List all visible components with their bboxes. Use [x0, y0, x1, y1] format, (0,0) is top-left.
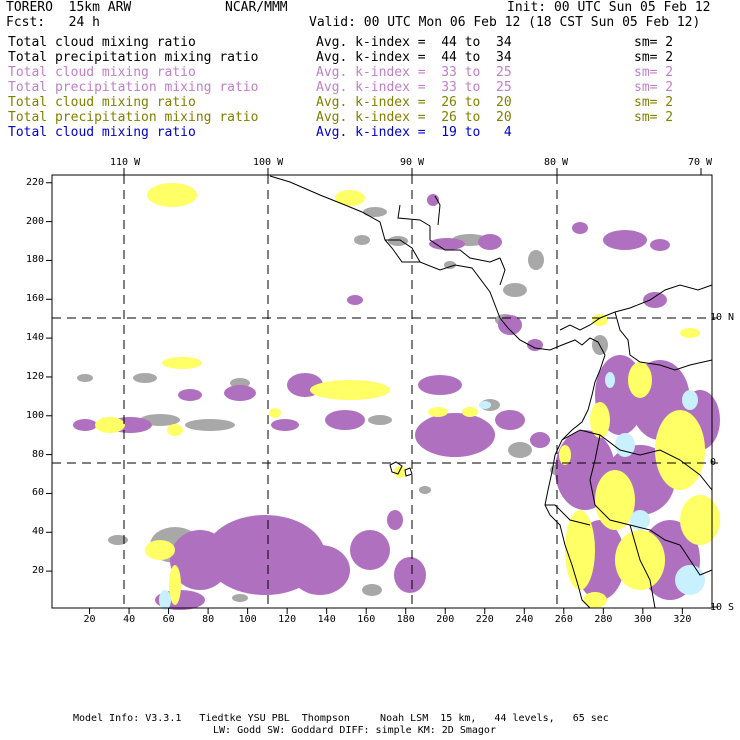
yellow-shading [95, 183, 720, 608]
right-ticks [712, 317, 718, 608]
lon-label: 90 W [400, 157, 425, 168]
graticule [52, 175, 712, 608]
model-info: Model Info: V3.3.1 Tiedtke YSU PBL Thomp… [73, 713, 609, 724]
legend-stat: Avg. k-index = 33 to 25 [316, 65, 512, 80]
plot-frame [51, 174, 713, 609]
x-tick-label: 220 [475, 614, 494, 625]
lat-label: 0 [710, 457, 717, 468]
y-tick-label: 120 [26, 370, 45, 382]
legend-field: Total precipitation mixing ratio [8, 50, 259, 65]
legend-sm: sm= 2 [634, 110, 674, 125]
lon-label: 70 W [688, 157, 713, 168]
x-tick-label: 120 [278, 614, 297, 625]
legend-stat: Avg. k-index = 26 to 20 [316, 95, 512, 110]
legend-field: Total precipitation mixing ratio [8, 80, 259, 95]
x-tick-label: 180 [396, 614, 415, 625]
org-title: NCAR/MMM [225, 0, 288, 15]
forecast-hour: Fcst: 24 h [6, 15, 100, 30]
y-tick-label: 200 [26, 215, 45, 227]
y-tick-label: 140 [26, 332, 45, 344]
legend-sm: sm= 2 [634, 95, 674, 110]
lon-label: 80 W [544, 157, 569, 168]
x-tick-label: 40 [123, 614, 136, 625]
y-tick-label: 40 [32, 526, 45, 538]
x-tick-label: 320 [673, 614, 692, 625]
valid-time: Valid: 00 UTC Mon 06 Feb 12 (18 CST Sun … [309, 15, 701, 30]
x-tick-label: 100 [238, 614, 257, 625]
y-tick-label: 80 [32, 448, 45, 460]
coastlines [269, 175, 713, 609]
legend-sm: sm= 2 [634, 50, 674, 65]
x-tick-label: 200 [436, 614, 455, 625]
x-tick-label: 240 [515, 614, 534, 625]
x-tick-label: 260 [554, 614, 573, 625]
legend-stat: Avg. k-index = 26 to 20 [316, 110, 512, 125]
cyan-shading [159, 372, 705, 610]
legend-field: Total cloud mixing ratio [8, 35, 196, 50]
model-title: TORERO 15km ARW [6, 0, 132, 15]
legend-stat: Avg. k-index = 44 to 34 [316, 35, 512, 50]
y-tick-label: 180 [26, 254, 45, 266]
y-axis-ticks [46, 182, 52, 572]
y-tick-label: 60 [32, 487, 45, 499]
x-tick-label: 160 [357, 614, 376, 625]
physics-info: LW: Godd SW: Goddard DIFF: simple KM: 2D… [213, 725, 496, 736]
top-ticks [123, 168, 702, 175]
init-time: Init: 00 UTC Sun 05 Feb 12 [507, 0, 711, 15]
lon-label: 110 W [110, 157, 141, 168]
legend-stat: Avg. k-index = 19 to 4 [316, 125, 512, 140]
y-tick-label: 220 [26, 176, 45, 188]
legend-sm: sm= 2 [634, 65, 674, 80]
x-tick-label: 300 [633, 614, 652, 625]
x-tick-label: 80 [202, 614, 215, 625]
legend-stat: Avg. k-index = 33 to 25 [316, 80, 512, 95]
legend-field: Total cloud mixing ratio [8, 65, 196, 80]
legend-field: Total precipitation mixing ratio [8, 110, 259, 125]
y-tick-label: 100 [26, 409, 45, 421]
lat-label: 10 N [710, 312, 735, 323]
x-tick-label: 20 [83, 614, 96, 625]
x-tick-label: 280 [594, 614, 613, 625]
legend-field: Total cloud mixing ratio [8, 95, 196, 110]
legend-sm: sm= 2 [634, 80, 674, 95]
lat-label: 10 S [710, 602, 735, 613]
x-tick-label: 60 [162, 614, 175, 625]
x-tick-label: 140 [317, 614, 336, 625]
legend-sm: sm= 2 [634, 35, 674, 50]
y-tick-label: 160 [26, 293, 45, 305]
x-axis-ticks [89, 608, 683, 614]
legend-stat: Avg. k-index = 44 to 34 [316, 50, 512, 65]
legend-field: Total cloud mixing ratio [8, 125, 196, 140]
lon-label: 100 W [253, 157, 284, 168]
y-tick-label: 20 [32, 565, 45, 577]
